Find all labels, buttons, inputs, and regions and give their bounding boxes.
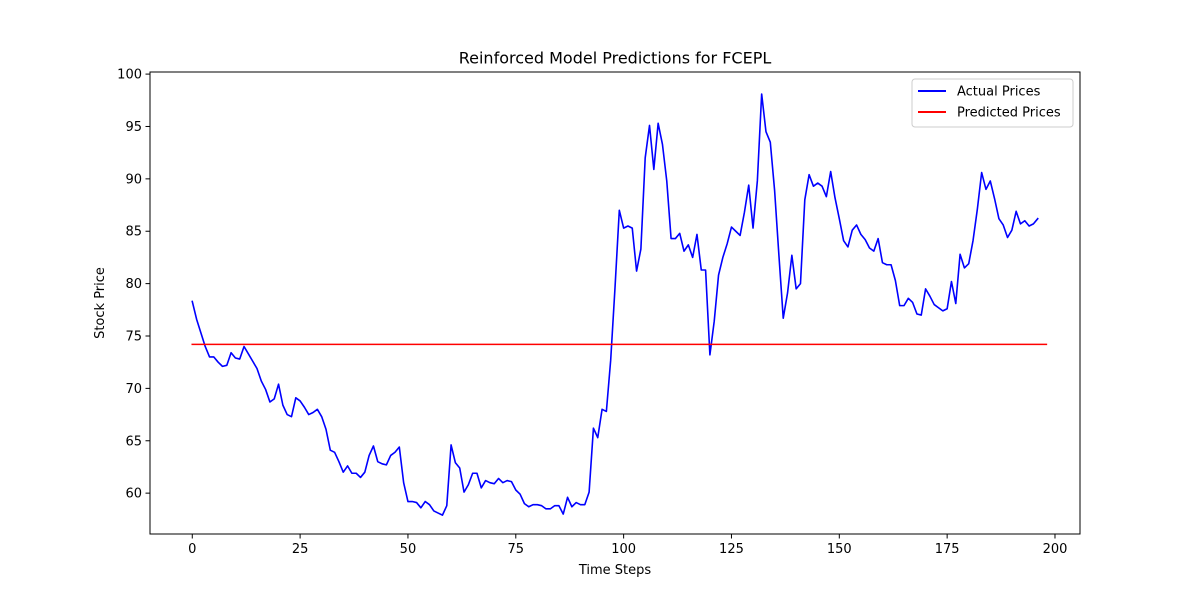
y-tick-label: 85 <box>125 225 142 240</box>
x-tick-label: 125 <box>719 542 744 557</box>
y-tick-label: 75 <box>125 330 142 345</box>
x-tick-label: 75 <box>508 542 525 557</box>
y-axis: 60 65 70 75 80 85 90 95 100 <box>117 68 150 502</box>
plot-frame <box>149 71 1081 535</box>
series-layer <box>191 93 1048 516</box>
legend-label-actual: Actual Prices <box>957 85 1041 100</box>
x-tick-label: 200 <box>1043 542 1068 557</box>
x-tick-label: 150 <box>827 542 852 557</box>
legend: Actual Prices Predicted Prices <box>911 78 1074 128</box>
x-axis-label: Time Steps <box>578 563 652 578</box>
x-axis: 0 25 50 75 100 125 150 175 200 <box>188 534 1067 557</box>
y-axis-label: Stock Price <box>93 267 108 339</box>
y-tick-label: 70 <box>125 382 142 397</box>
x-tick-label: 175 <box>935 542 960 557</box>
y-tick-label: 65 <box>125 434 142 449</box>
x-tick-label: 25 <box>292 542 309 557</box>
y-tick-label: 95 <box>125 120 142 135</box>
x-tick-label: 100 <box>611 542 636 557</box>
plot-area <box>149 71 1081 535</box>
chart-title: Reinforced Model Predictions for FCEPL <box>459 49 772 68</box>
legend-box <box>911 78 1074 128</box>
plot-background <box>150 72 1080 534</box>
y-tick-label: 60 <box>125 487 142 502</box>
legend-label-predicted: Predicted Prices <box>957 106 1061 121</box>
y-tick-label: 90 <box>125 172 142 187</box>
x-tick-label: 50 <box>400 542 417 557</box>
y-tick-label: 80 <box>125 277 142 292</box>
series-line-actual-prices <box>191 93 1039 516</box>
y-tick-label: 100 <box>117 68 142 83</box>
x-tick-label: 0 <box>188 542 196 557</box>
